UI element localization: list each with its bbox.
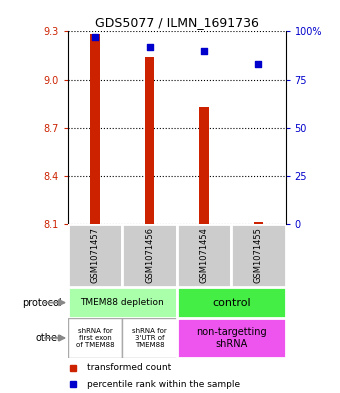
Text: GSM1071454: GSM1071454: [200, 228, 208, 283]
Text: control: control: [212, 298, 251, 308]
Bar: [122, 318, 177, 358]
Text: protocol: protocol: [22, 298, 62, 308]
Bar: [254, 222, 263, 224]
Bar: [177, 224, 231, 287]
Text: GSM1071455: GSM1071455: [254, 228, 263, 283]
Bar: [145, 57, 154, 224]
Point: [147, 44, 152, 51]
Bar: [177, 287, 286, 318]
Bar: [90, 34, 100, 224]
Bar: [199, 107, 209, 224]
Text: percentile rank within the sample: percentile rank within the sample: [87, 380, 240, 389]
Title: GDS5077 / ILMN_1691736: GDS5077 / ILMN_1691736: [95, 16, 259, 29]
Bar: [177, 318, 286, 358]
Point: [256, 61, 261, 67]
Bar: [68, 287, 177, 318]
Bar: [231, 224, 286, 287]
Text: shRNA for
first exon
of TMEM88: shRNA for first exon of TMEM88: [76, 328, 115, 348]
Point: [92, 34, 98, 40]
Bar: [68, 318, 122, 358]
Text: other: other: [35, 333, 62, 343]
Text: shRNA for
3'UTR of
TMEM88: shRNA for 3'UTR of TMEM88: [132, 328, 167, 348]
Text: TMEM88 depletion: TMEM88 depletion: [81, 298, 164, 307]
Text: GSM1071456: GSM1071456: [145, 228, 154, 283]
Point: [201, 48, 207, 55]
Bar: [68, 224, 122, 287]
Text: GSM1071457: GSM1071457: [91, 228, 100, 283]
Text: non-targetting
shRNA: non-targetting shRNA: [196, 327, 267, 349]
Bar: [122, 224, 177, 287]
Text: transformed count: transformed count: [87, 363, 171, 372]
